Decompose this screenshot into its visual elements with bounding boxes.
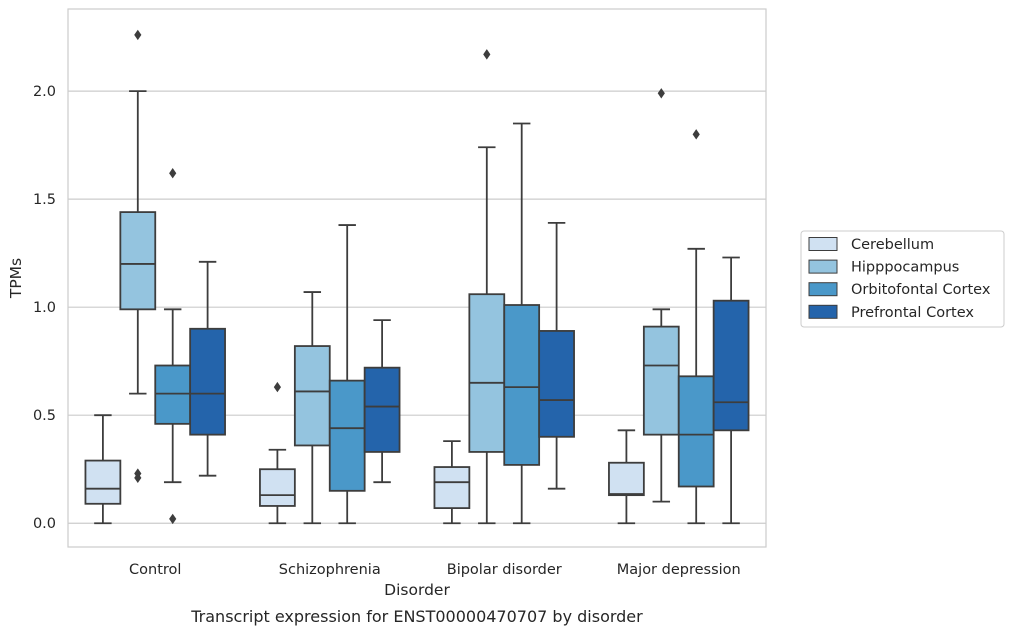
box-orbitofontal-cortex — [154, 168, 192, 525]
legend: Cerebellum Hipppocampus Orbitofontal Corte… — [800, 230, 1005, 328]
box-iqr — [433, 466, 471, 510]
y-tick-label: 2.0 — [33, 84, 56, 100]
x-tick-label: Major depression — [617, 562, 741, 578]
box-iqr — [328, 379, 366, 492]
box-orbitofontal-cortex — [328, 224, 366, 525]
y-axis-label: TPMs — [7, 258, 25, 299]
box-iqr — [363, 366, 401, 453]
box-iqr — [189, 327, 226, 436]
box-iqr — [259, 468, 296, 507]
box-prefrontal-cortex — [712, 256, 750, 525]
box-iqr — [119, 211, 157, 311]
outlier-point — [169, 513, 177, 525]
legend-frame — [800, 230, 1005, 328]
y-tick-label: 1.0 — [33, 300, 56, 316]
legend-swatch — [808, 304, 838, 319]
boxes — [84, 29, 750, 525]
box-prefrontal-cortex — [538, 222, 575, 490]
box-cerebellum — [608, 429, 645, 525]
legend-label: Cerebellum — [851, 237, 934, 253]
box-iqr — [84, 459, 122, 505]
y-tick-labels: 0.0 0.5 1.0 1.5 2.0 — [33, 84, 56, 532]
plot-background — [68, 9, 766, 547]
outlier-point — [169, 168, 177, 179]
box-orbitofontal-cortex — [503, 122, 541, 525]
box-prefrontal-cortex — [189, 260, 226, 477]
box-cerebellum — [84, 414, 122, 525]
legend-label: Hipppocampus — [851, 260, 959, 276]
x-tick-label: Schizophrenia — [279, 562, 381, 578]
x-tick-labels: Control Schizophrenia Bipolar disorder Majo… — [129, 562, 741, 578]
outlier-point — [134, 29, 142, 41]
legend-swatch — [808, 237, 838, 251]
box-iqr — [538, 330, 575, 438]
box-iqr — [503, 304, 541, 466]
y-tick-label: 0.5 — [33, 408, 56, 424]
x-tick-label: Control — [129, 562, 181, 578]
box-iqr — [712, 299, 750, 432]
box-hipppocampus — [642, 88, 680, 503]
outlier-point — [134, 472, 142, 484]
outlier-point — [273, 381, 281, 393]
box-iqr — [677, 375, 715, 488]
box-iqr — [468, 293, 506, 453]
outlier-point — [483, 49, 491, 60]
box-cerebellum — [259, 381, 296, 525]
y-tick-label: 0.0 — [33, 516, 56, 532]
box-iqr — [293, 345, 331, 447]
plot-frame — [67, 8, 767, 548]
legend-label: Prefrontal Cortex — [851, 305, 974, 321]
outlier-point — [657, 88, 665, 99]
box-iqr — [608, 461, 645, 497]
outlier-point — [692, 129, 700, 140]
legend-swatch — [808, 282, 838, 297]
x-axis-label: Disorder — [384, 581, 450, 599]
legend-label: Orbitofontal Cortex — [851, 282, 991, 298]
box-iqr — [642, 325, 680, 436]
legend-swatch — [808, 259, 838, 274]
y-tick-label: 1.5 — [33, 192, 56, 208]
box-iqr — [154, 364, 192, 425]
box-hipppocampus — [293, 291, 331, 525]
x-tick-label: Bipolar disorder — [447, 562, 562, 578]
box-prefrontal-cortex — [363, 319, 401, 484]
box-hipppocampus — [119, 29, 157, 484]
chart-caption: Transcript expression for ENST0000047070… — [190, 607, 643, 626]
box-orbitofontal-cortex — [677, 129, 715, 525]
box-cerebellum — [433, 440, 471, 525]
